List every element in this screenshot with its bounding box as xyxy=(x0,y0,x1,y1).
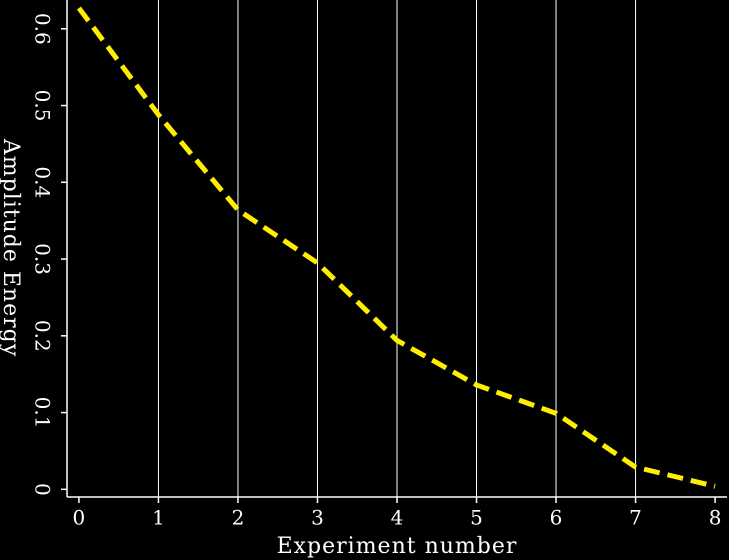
x-tick-label: 0 xyxy=(73,506,86,530)
x-tick-label: 4 xyxy=(391,506,404,530)
data-line xyxy=(76,6,716,489)
y-tick-label: 0.1 xyxy=(31,397,55,429)
y-tick-label: 0.2 xyxy=(31,320,55,352)
x-tick-label: 2 xyxy=(232,506,245,530)
y-tick-label: 0.5 xyxy=(31,90,55,122)
x-axis-label: Experiment number xyxy=(277,534,518,559)
x-tick-label: 1 xyxy=(152,506,165,530)
x-tick-label: 3 xyxy=(311,506,324,530)
x-tick-label: 6 xyxy=(550,506,563,530)
x-tick-label: 5 xyxy=(470,506,483,530)
y-tick-label: 0 xyxy=(31,483,55,496)
x-tick-label: 7 xyxy=(629,506,642,530)
y-axis-label: Amplitude Energy xyxy=(0,138,23,357)
y-tick-label: 0.4 xyxy=(31,166,55,198)
y-tick-label: 0.6 xyxy=(31,13,55,45)
y-tick-label: 0.3 xyxy=(31,243,55,275)
x-tick-label: 8 xyxy=(709,506,722,530)
